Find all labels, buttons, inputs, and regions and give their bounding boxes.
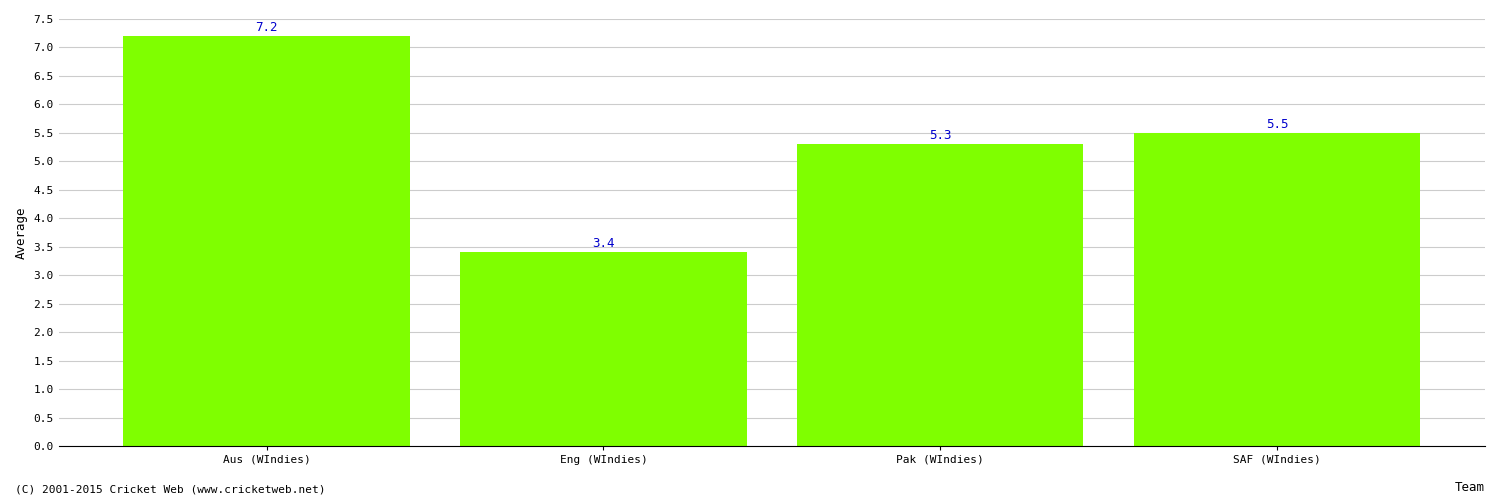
Text: 3.4: 3.4 <box>592 237 615 250</box>
Bar <box>796 144 1083 446</box>
Text: 5.3: 5.3 <box>928 129 951 142</box>
Text: 5.5: 5.5 <box>1266 118 1288 130</box>
Text: Team: Team <box>1455 481 1485 494</box>
Text: (C) 2001-2015 Cricket Web (www.cricketweb.net): (C) 2001-2015 Cricket Web (www.cricketwe… <box>15 485 326 495</box>
Bar <box>460 252 747 446</box>
Y-axis label: Average: Average <box>15 206 28 258</box>
Text: 7.2: 7.2 <box>255 21 278 34</box>
Bar <box>123 36 410 446</box>
Bar <box>1134 133 1420 446</box>
